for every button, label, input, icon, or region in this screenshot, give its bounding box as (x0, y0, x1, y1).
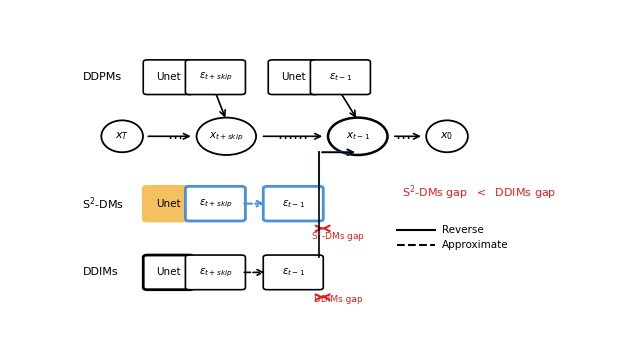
FancyBboxPatch shape (263, 255, 323, 290)
Text: Unet: Unet (156, 267, 180, 277)
Text: $\cdots$: $\cdots$ (395, 129, 410, 144)
Text: $x_T$: $x_T$ (115, 130, 129, 142)
Text: S$^{2}$-DMs: S$^{2}$-DMs (83, 195, 124, 212)
FancyBboxPatch shape (143, 60, 193, 95)
Text: $\epsilon_{t+skip}$: $\epsilon_{t+skip}$ (198, 197, 232, 210)
Text: Reverse: Reverse (442, 225, 484, 235)
Text: Unet: Unet (156, 72, 180, 82)
Text: $x_{t+skip}$: $x_{t+skip}$ (209, 130, 244, 142)
FancyBboxPatch shape (310, 60, 371, 95)
Text: $\epsilon_{t-1}$: $\epsilon_{t-1}$ (282, 266, 305, 278)
Text: $\cdots$: $\cdots$ (166, 129, 182, 144)
Text: DDPMs: DDPMs (83, 72, 122, 82)
FancyBboxPatch shape (186, 186, 245, 221)
Ellipse shape (426, 120, 468, 152)
Text: $x_{t-1}$: $x_{t-1}$ (346, 130, 370, 142)
Text: Unet: Unet (281, 72, 305, 82)
Text: $x_0$: $x_0$ (440, 130, 454, 142)
Text: S$^{2}$-DMs gap: S$^{2}$-DMs gap (311, 230, 365, 244)
Ellipse shape (328, 117, 388, 155)
Text: $\cdots\cdots$: $\cdots\cdots$ (276, 129, 307, 144)
FancyBboxPatch shape (268, 60, 318, 95)
Text: $\epsilon_{t+skip}$: $\epsilon_{t+skip}$ (198, 266, 232, 278)
FancyBboxPatch shape (143, 255, 193, 290)
Text: $\epsilon_{t-1}$: $\epsilon_{t-1}$ (282, 198, 305, 210)
FancyBboxPatch shape (186, 255, 245, 290)
Text: Unet: Unet (156, 198, 180, 208)
Text: $\epsilon_{t+skip}$: $\epsilon_{t+skip}$ (198, 71, 232, 84)
Ellipse shape (101, 120, 143, 152)
FancyBboxPatch shape (263, 186, 323, 221)
Text: DDIMs gap: DDIMs gap (314, 295, 362, 303)
Text: Approximate: Approximate (442, 240, 509, 250)
FancyBboxPatch shape (186, 60, 245, 95)
Ellipse shape (196, 117, 256, 155)
Text: S$^{2}$-DMs gap  $<$  DDIMs gap: S$^{2}$-DMs gap $<$ DDIMs gap (403, 183, 557, 202)
Text: DDIMs: DDIMs (83, 267, 118, 277)
FancyBboxPatch shape (143, 186, 193, 221)
Text: $\epsilon_{t-1}$: $\epsilon_{t-1}$ (329, 71, 352, 83)
